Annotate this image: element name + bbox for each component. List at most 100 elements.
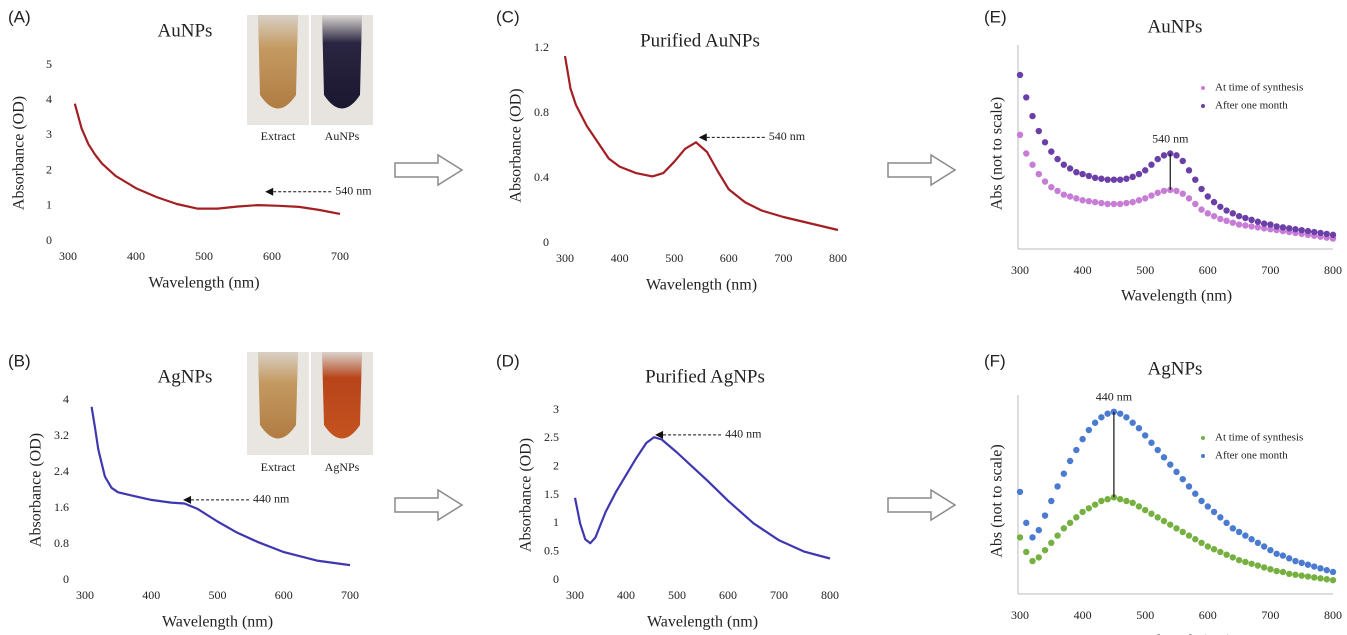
data-point bbox=[1029, 112, 1036, 120]
data-point bbox=[1192, 176, 1199, 183]
x-tick-label: 700 bbox=[341, 588, 359, 602]
data-point bbox=[1285, 570, 1293, 577]
x-tick-label: 400 bbox=[617, 588, 635, 602]
x-axis-label: Wavelength (nm) bbox=[646, 277, 757, 294]
annotation-arrow bbox=[183, 495, 192, 504]
data-point bbox=[1073, 195, 1080, 202]
data-point bbox=[1304, 227, 1312, 235]
inset-label: Extract bbox=[261, 129, 296, 143]
x-tick-label: 800 bbox=[821, 588, 839, 602]
data-point bbox=[1035, 554, 1042, 561]
data-point bbox=[1179, 528, 1186, 536]
data-point bbox=[1123, 414, 1130, 421]
data-point bbox=[1267, 221, 1274, 228]
data-point bbox=[1167, 521, 1174, 528]
data-point bbox=[1198, 497, 1205, 505]
x-tick-label: 400 bbox=[142, 588, 160, 602]
y-axis-label: Abs (not to scale) bbox=[989, 97, 1006, 210]
data-point bbox=[1179, 190, 1186, 197]
data-point bbox=[1154, 189, 1161, 196]
data-point bbox=[1192, 200, 1199, 208]
x-tick-label: 800 bbox=[1324, 263, 1342, 277]
data-point bbox=[1129, 198, 1136, 206]
data-point bbox=[1123, 199, 1130, 207]
data-point bbox=[1060, 525, 1068, 532]
data-point bbox=[1185, 532, 1193, 539]
data-point bbox=[1179, 475, 1186, 483]
chart-title: AgNPs bbox=[158, 366, 213, 387]
data-point bbox=[1217, 514, 1224, 521]
data-point bbox=[1210, 212, 1218, 220]
panel-label: (D) bbox=[496, 351, 520, 370]
data-point bbox=[1254, 218, 1262, 225]
data-point bbox=[1173, 525, 1180, 532]
data-point bbox=[1235, 221, 1243, 228]
data-point bbox=[1298, 559, 1305, 567]
data-point bbox=[1098, 497, 1105, 505]
data-point bbox=[1035, 127, 1042, 135]
data-point bbox=[1135, 197, 1143, 204]
data-point bbox=[1073, 446, 1080, 454]
data-point bbox=[1311, 563, 1318, 570]
data-point bbox=[1204, 503, 1212, 510]
data-point bbox=[1329, 576, 1337, 584]
data-point bbox=[1016, 71, 1024, 79]
data-point bbox=[1317, 229, 1324, 237]
data-point bbox=[1267, 226, 1274, 233]
legend-label: At time of synthesis bbox=[1215, 82, 1303, 94]
data-point bbox=[1248, 216, 1255, 224]
data-point bbox=[1267, 546, 1274, 554]
panel-label: (E) bbox=[984, 7, 1007, 26]
data-point bbox=[1185, 167, 1193, 174]
data-point bbox=[1273, 223, 1280, 230]
legend-marker bbox=[1201, 104, 1205, 108]
panel: (B) AgNPs Wavelength (nm) Absorbance (OD) 30… bbox=[8, 351, 360, 630]
curve bbox=[73, 103, 341, 215]
y-axis-label: Absorbance (OD) bbox=[508, 88, 525, 202]
data-point bbox=[1029, 557, 1036, 565]
data-point bbox=[1173, 468, 1180, 476]
y-tick-label: 4 bbox=[63, 392, 69, 406]
data-point bbox=[1279, 552, 1287, 559]
chart-title: Purified AuNPs bbox=[640, 30, 760, 51]
data-point bbox=[1160, 152, 1168, 159]
data-point bbox=[1260, 564, 1268, 571]
data-point bbox=[1048, 148, 1055, 155]
data-point bbox=[1242, 222, 1249, 229]
data-point bbox=[1260, 543, 1268, 550]
x-tick-label: 500 bbox=[665, 251, 683, 265]
data-point bbox=[1142, 432, 1149, 439]
x-tick-label: 600 bbox=[720, 251, 738, 265]
x-tick-label: 700 bbox=[331, 249, 349, 263]
data-point bbox=[1223, 217, 1230, 225]
x-tick-label: 600 bbox=[719, 588, 737, 602]
data-point bbox=[1079, 197, 1086, 204]
data-point bbox=[1242, 214, 1249, 222]
data-point bbox=[1054, 483, 1061, 490]
data-point bbox=[1135, 425, 1143, 432]
data-point bbox=[1048, 497, 1055, 505]
panel-label: (C) bbox=[496, 7, 520, 26]
inset-label: Extract bbox=[261, 460, 296, 474]
x-axis-label: Wavelength (nm) bbox=[647, 614, 758, 631]
data-point bbox=[1029, 161, 1036, 168]
data-point bbox=[1098, 414, 1105, 421]
data-point bbox=[1248, 223, 1255, 230]
data-point bbox=[1116, 200, 1124, 208]
data-point bbox=[1129, 419, 1136, 426]
data-point bbox=[1279, 568, 1287, 576]
chart-title: Purified AgNPs bbox=[645, 366, 765, 387]
x-tick-label: 600 bbox=[263, 249, 281, 263]
x-tick-label: 300 bbox=[556, 251, 574, 265]
annotation: 440 nm bbox=[253, 492, 290, 506]
y-tick-label: 1.5 bbox=[544, 487, 559, 501]
data-point bbox=[1329, 568, 1337, 576]
data-point bbox=[1210, 508, 1218, 516]
x-tick-label: 400 bbox=[611, 251, 629, 265]
data-point bbox=[1323, 230, 1330, 238]
annotation-arrow bbox=[698, 133, 707, 142]
data-point bbox=[1167, 461, 1174, 468]
data-point bbox=[1041, 139, 1049, 146]
